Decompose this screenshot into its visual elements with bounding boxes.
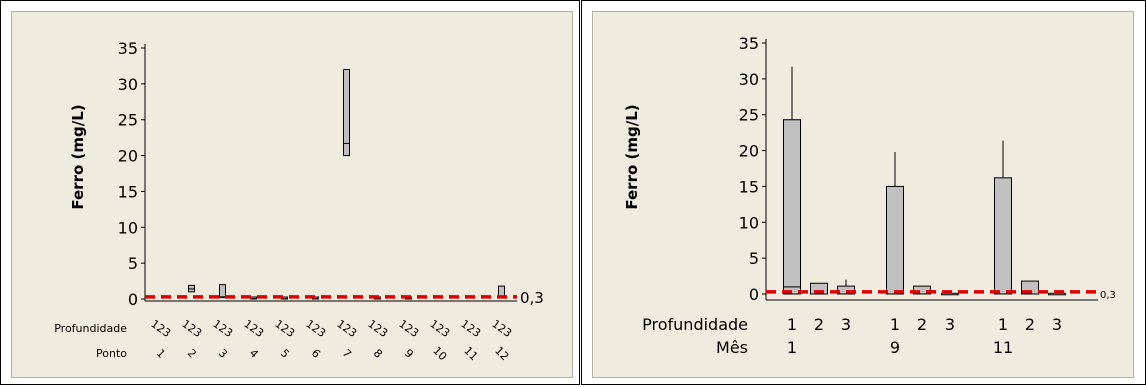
left-y-tick-label: 0 (128, 290, 138, 309)
left-profundidade-group-label: 123 (303, 317, 328, 340)
left-ponto-label: 7 (340, 347, 354, 361)
right-profundidade-label: 1 (998, 315, 1008, 334)
left-profundidade-group-label: 123 (272, 317, 297, 340)
right-y-tick-label: 35 (739, 34, 759, 53)
left-ponto-label: 5 (278, 347, 292, 361)
right-profundidade-label: 2 (917, 315, 927, 334)
right-mes-label: 9 (890, 338, 900, 357)
right-y-tick-label: 25 (739, 106, 759, 125)
left-profundidade-group-label: 123 (148, 317, 173, 340)
left-y-tick-label: 5 (128, 254, 138, 273)
right-y-tick-label: 20 (739, 142, 759, 161)
left-y-tick-label: 25 (118, 111, 138, 130)
left-ponto-label: 10 (430, 344, 449, 363)
right-row-label-profundidade: Profundidade (642, 315, 748, 334)
left-profundidade-group-label: 123 (179, 317, 204, 340)
right-y-tick-label: 15 (739, 177, 759, 196)
right-bar (913, 285, 931, 295)
right-y-tick-label: 10 (739, 213, 759, 232)
right-bar-chart: Ferro (mg/L) 0,3 Profundidade Mês 353025… (623, 34, 1116, 357)
right-y-tick-label: 30 (739, 70, 759, 89)
left-ponto-label: 6 (309, 347, 323, 361)
right-profundidade-label: 2 (1025, 315, 1035, 334)
left-ponto-label: 3 (216, 347, 230, 361)
left-ponto-label: 1 (154, 347, 168, 361)
left-ponto-label: 2 (185, 347, 199, 361)
right-profundidade-label: 3 (945, 315, 955, 334)
left-box (219, 284, 226, 299)
left-profundidade-group-label: 123 (396, 317, 421, 340)
right-y-tick-label: 5 (749, 249, 759, 268)
right-mes-label: 11 (993, 338, 1013, 357)
left-y-tick-label: 10 (118, 218, 138, 237)
left-chart-panel: Ferro (mg/L) 0,3 Profundidade Ponto 35 30… (11, 11, 573, 378)
left-ponto-label: 4 (247, 347, 261, 361)
left-y-axis-label: Ferro (mg/L) (69, 104, 87, 209)
right-reference-label: 0,3 (1100, 290, 1116, 301)
left-chart-frame: Ferro (mg/L) 0,3 Profundidade Ponto 35 30… (0, 0, 580, 385)
right-chart-panel: Ferro (mg/L) 0,3 Profundidade Mês 35 30 25… (592, 11, 1134, 378)
left-profundidade-group-label: 123 (210, 317, 235, 340)
right-profundidade-label: 1 (890, 315, 900, 334)
left-profundidade-group-label: 123 (489, 317, 514, 340)
left-profundidade-group-label: 123 (334, 317, 359, 340)
right-bar (837, 285, 855, 295)
left-ponto-label: 11 (461, 344, 480, 363)
right-mes-label: 1 (787, 338, 797, 357)
right-bar (783, 119, 801, 295)
right-bar (994, 177, 1012, 295)
right-profundidade-label: 3 (841, 315, 851, 334)
left-ponto-label: 9 (402, 347, 416, 361)
left-row-label-ponto: Ponto (96, 347, 127, 360)
left-profundidade-group-label: 123 (365, 317, 390, 340)
left-profundidade-group-label: 123 (427, 317, 452, 340)
right-bar (810, 282, 828, 295)
left-y-tick-label: 20 (118, 147, 138, 166)
left-row-label-profundidade: Profundidade (54, 322, 127, 335)
left-reference-label: 0,3 (520, 289, 544, 307)
right-profundidade-label: 1 (787, 315, 797, 334)
right-bar (886, 185, 904, 295)
left-ponto-label: 8 (371, 347, 385, 361)
left-y-tick-label: 35 (118, 39, 138, 58)
left-y-tick-label: 30 (118, 75, 138, 94)
right-chart-frame: Ferro (mg/L) 0,3 Profundidade Mês 35 30 25… (581, 0, 1146, 385)
left-profundidade-group-label: 123 (241, 317, 266, 340)
left-box (343, 69, 350, 157)
right-y-axis-label: Ferro (mg/L) (623, 104, 641, 209)
left-profundidade-group-label: 123 (458, 317, 483, 340)
left-boxplot-chart: Ferro (mg/L) 0,3 Profundidade Ponto 3530… (54, 39, 544, 363)
left-ponto-label: 12 (492, 344, 511, 363)
right-profundidade-label: 3 (1052, 315, 1062, 334)
right-profundidade-label: 2 (814, 315, 824, 334)
right-y-tick-label: 0 (749, 285, 759, 304)
right-row-label-mes: Mês (716, 338, 748, 357)
left-y-tick-label: 15 (118, 182, 138, 201)
